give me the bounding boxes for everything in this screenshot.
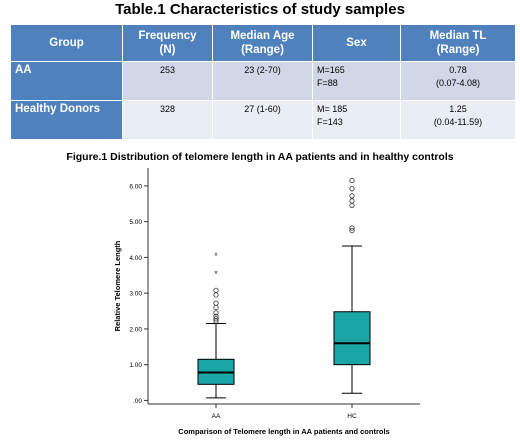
outlier-point (349, 225, 355, 231)
x-tick-label: AA (212, 413, 221, 420)
outlier-point (213, 304, 219, 311)
cell-frequency: 253 (122, 61, 213, 101)
y-axis-title: Relative Telomere Length (113, 240, 122, 331)
x-tick-label: HC (347, 413, 357, 420)
y-tick-label: 5.00 (129, 219, 142, 226)
outlier-point (349, 177, 355, 184)
y-tick-label: 4.00 (129, 255, 142, 262)
y-tick-label: 6.00 (129, 183, 142, 190)
y-tick-label: 2.00 (129, 326, 142, 333)
y-tick-label: .00 (133, 398, 142, 405)
table-header-row: Group Frequency (N) Median Age (Range) Sex… (10, 24, 516, 62)
outlier-point (213, 310, 219, 316)
cell-median-tl: 1.25 (0.04-11.59) (400, 100, 516, 140)
header-median-tl: Median TL (Range) (400, 24, 516, 62)
outlier-point (349, 193, 355, 199)
outlier-point (213, 292, 219, 298)
cell-median-age: 27 (1-60) (212, 100, 313, 140)
header-group: Group (10, 24, 123, 62)
cell-group: Healthy Donors (10, 100, 123, 140)
header-median-age: Median Age (Range) (212, 24, 313, 62)
figure-title: Figure.1 Distribution of telomere length… (66, 151, 454, 163)
outlier-point (213, 287, 219, 293)
y-tick-label: 3.00 (129, 291, 142, 298)
outlier-point (349, 198, 355, 204)
outlier-point (213, 316, 219, 322)
cell-sex: M= 185 F=143 (312, 100, 401, 140)
cell-sex: M=165 F=88 (312, 61, 401, 101)
table-row: AA 253 23 (2-70) M=165 F=88 0.78 (0.07-4.0… (10, 61, 516, 101)
outlier-point (213, 300, 219, 306)
telomere-boxplot: .00 1.00 2.00 3.00 4.00 5.00 6.00 AA * * HC Compari… (113, 168, 420, 436)
header-sex: Sex (312, 24, 401, 62)
x-axis-title: Comparison of Telomere length in AA pati… (178, 427, 389, 436)
outlier-point (213, 313, 219, 319)
cell-frequency: 328 (122, 100, 213, 140)
table-row: Healthy Donors 328 27 (1-60) M= 185 F=143… (10, 100, 516, 140)
box-hc (333, 311, 371, 366)
table-title: Table.1 Characteristics of study samples (115, 1, 405, 18)
extreme-point: * (214, 269, 218, 279)
y-tick-label: 1.00 (129, 362, 142, 369)
study-samples-table: Group Frequency (N) Median Age (Range) Sex… (10, 24, 516, 140)
cell-median-tl: 0.78 (0.07-4.08) (400, 61, 516, 101)
cell-median-age: 23 (2-70) (212, 61, 313, 101)
header-frequency: Frequency (N) (122, 24, 213, 62)
extreme-point: * (214, 251, 218, 261)
outlier-point (349, 186, 355, 192)
cell-group: AA (10, 61, 123, 101)
outlier-point (349, 227, 355, 234)
outlier-point (349, 202, 355, 209)
